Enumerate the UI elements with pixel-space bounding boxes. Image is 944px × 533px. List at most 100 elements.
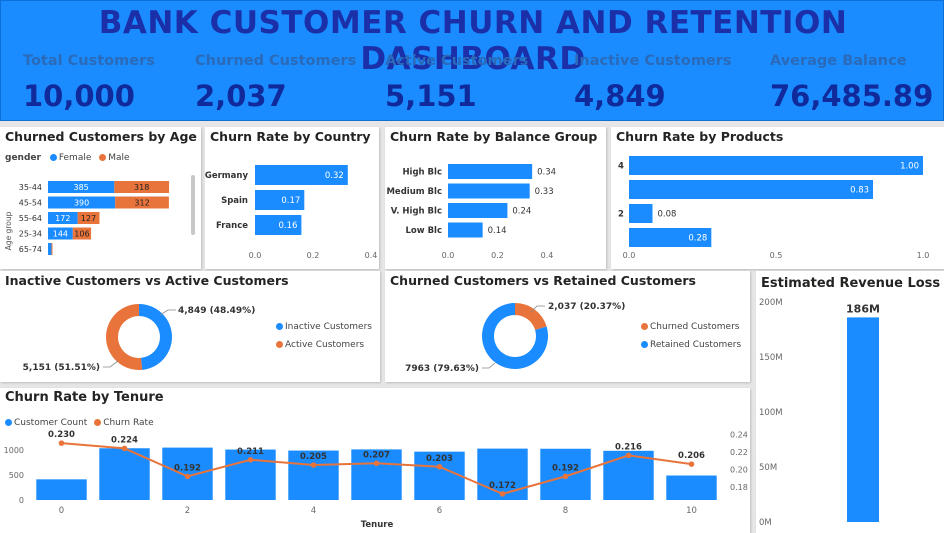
category-label: 45-54	[19, 199, 42, 208]
legend-item-female[interactable]: Female	[49, 153, 91, 163]
bar	[255, 165, 348, 185]
kpi-label: Churned Customers	[195, 53, 357, 69]
bar	[255, 190, 305, 210]
axis-tick-label: 0.0	[249, 251, 262, 260]
legend-item-churn-rate[interactable]: Churn Rate	[94, 418, 154, 428]
data-label: 1.00	[900, 162, 919, 172]
legend-label: Churn Rate	[103, 418, 154, 428]
data-label: 0.216	[615, 442, 642, 452]
legend-item-retained[interactable]: Retained Customers	[641, 340, 741, 350]
legend-label: Customer Count	[14, 418, 88, 428]
activity-donut: 4,849 (48.49%) 5,151 (51.51%)	[23, 304, 255, 373]
line-point	[247, 456, 254, 463]
axis-tick-label: 0.2	[307, 251, 320, 260]
activity-chart-title: Inactive Customers vs Active Customers	[5, 273, 289, 288]
data-label: 0.83	[850, 186, 869, 196]
revenue-card[interactable]: Estimated Revenue Loss 0M 50M 100M 150M 200M…	[756, 271, 944, 533]
slice-label: 5,151 (51.51%)	[23, 363, 100, 373]
category-label: 65-74	[19, 245, 42, 254]
revenue-chart: 0M 50M 100M 150M 200M 186M	[759, 298, 880, 528]
tenure-chart-title: Churn Rate by Tenure	[5, 390, 164, 405]
products-chart-title: Churn Rate by Products	[616, 129, 784, 144]
bar	[629, 180, 874, 199]
line-point	[562, 473, 569, 480]
bar-segment	[115, 196, 169, 209]
data-label: 0.207	[363, 450, 390, 460]
legend-title: gender	[5, 153, 41, 163]
dashboard-title: BANK CUSTOMER CHURN AND RETENTION DASHBO…	[98, 5, 848, 77]
data-label: 0.14	[488, 226, 507, 236]
legend-item-male[interactable]: Male	[99, 153, 130, 163]
category-label: Germany	[205, 171, 248, 181]
scrollbar[interactable]	[191, 175, 195, 235]
axis-tick-label: 4	[311, 506, 316, 516]
data-label: 0.32	[325, 171, 344, 181]
balance-card[interactable]: Churn Rate by Balance Group High Blc 0.34…	[385, 127, 606, 269]
legend-label: Male	[108, 153, 130, 163]
bar-segment	[48, 212, 78, 224]
bar-segment	[72, 227, 92, 240]
line-point	[121, 445, 128, 452]
leader-line	[103, 360, 119, 368]
donut-slice	[482, 303, 548, 369]
retention-card[interactable]: Churned Customers vs Retained Customers …	[385, 271, 750, 382]
line-point	[373, 460, 380, 467]
age-group-chart: Age group 35-44 385 318 45-54 390 312 55-64 172 1…	[4, 181, 170, 255]
legend-item-customer-count[interactable]: Customer Count	[5, 418, 87, 428]
category-label: 25-34	[19, 230, 42, 239]
line-point	[499, 491, 506, 497]
legend-swatch	[94, 419, 102, 426]
bar	[414, 451, 465, 500]
donut-slice	[139, 304, 173, 370]
bar	[448, 164, 533, 179]
kpi-value: 10,000	[23, 79, 135, 113]
line-point	[310, 462, 317, 468]
leader-line	[159, 309, 176, 316]
age-group-card[interactable]: Churned Customers by Age group gender Fe…	[0, 127, 201, 269]
axis-tick-label: 2	[185, 506, 190, 516]
data-label: 0.24	[512, 207, 531, 217]
legend-item-inactive[interactable]: Inactive Customers	[276, 322, 372, 332]
legend-item-active[interactable]: Active Customers	[276, 340, 364, 350]
balance-chart-title: Churn Rate by Balance Group	[390, 129, 598, 144]
activity-card[interactable]: Inactive Customers vs Active Customers 4…	[0, 271, 380, 382]
line-point	[625, 452, 632, 459]
legend-label: Active Customers	[285, 340, 365, 350]
axis-tick-label: 0	[19, 496, 24, 505]
category-label: High Blc	[402, 168, 442, 178]
kpi-churned-customers: Churned Customers 2,037	[195, 53, 356, 113]
products-card[interactable]: Churn Rate by Products 4 1.00 0.83 2 0.08 0.2…	[611, 127, 944, 269]
bar	[351, 449, 402, 500]
retention-chart-title: Churned Customers vs Retained Customers	[390, 273, 696, 288]
category-label: V. High Blc	[391, 207, 442, 217]
bar-segment	[48, 196, 116, 209]
bar	[255, 215, 302, 235]
age-legend: gender Female Male	[5, 153, 130, 163]
bar-segment	[114, 181, 170, 193]
axis-tick-label: 0.0	[442, 251, 455, 260]
line-point	[688, 461, 695, 467]
legend-item-churned[interactable]: Churned Customers	[641, 322, 739, 332]
bar	[629, 228, 712, 247]
country-card[interactable]: Churn Rate by Country Germany 0.32 Spain 0.…	[205, 127, 379, 269]
retention-donut: 2,037 (20.37%) 7963 (79.63%)	[405, 302, 625, 374]
line-point	[184, 473, 191, 480]
data-label: 0.206	[678, 451, 705, 461]
bar	[448, 203, 508, 218]
data-label: 106	[74, 230, 89, 239]
axis-tick-label: 0.22	[730, 448, 748, 457]
data-label: 0.230	[48, 430, 75, 440]
tenure-card[interactable]: Churn Rate by Tenure Customer Count Chur…	[0, 388, 750, 533]
legend-label: Retained Customers	[650, 340, 742, 350]
tenure-legend: Customer Count Churn Rate	[5, 418, 154, 428]
leader-line	[530, 305, 545, 313]
kpi-value: 5,151	[385, 79, 477, 113]
kpi-average-balance: Average Balance 76,485.89	[770, 53, 933, 113]
bar-segment	[51, 243, 53, 255]
age-chart-title: Churned Customers by Age group	[5, 129, 201, 144]
kpi-label: Average Balance	[770, 53, 907, 69]
line-point	[58, 440, 65, 446]
legend-swatch	[276, 341, 283, 348]
leader-line	[482, 362, 496, 369]
